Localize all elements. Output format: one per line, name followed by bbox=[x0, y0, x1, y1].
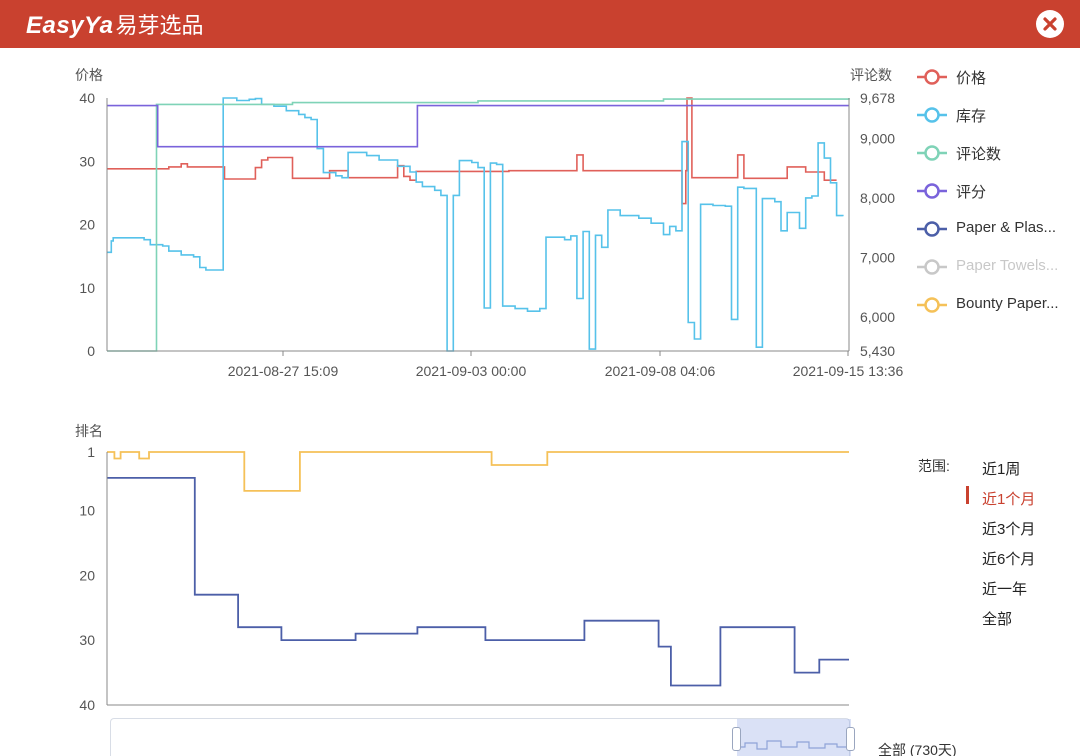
rank-line-bounty-paper bbox=[107, 451, 849, 492]
close-button[interactable] bbox=[1036, 10, 1064, 38]
close-circle-icon bbox=[1043, 17, 1057, 31]
y-right-tick-label: 6,000 bbox=[860, 309, 895, 325]
legend-item-库存[interactable]: 库存 bbox=[916, 98, 1080, 128]
data-zoom-slider[interactable] bbox=[110, 718, 855, 756]
x-tick-label: 2021-09-03 00:00 bbox=[416, 363, 527, 379]
series-line-评分 bbox=[107, 104, 849, 148]
series-line-价格 bbox=[107, 97, 837, 205]
time-range-selector: 范围: 近1周近1个月近3个月近6个月近一年全部 bbox=[916, 450, 1076, 640]
legend-item-paper-plas[interactable]: Paper & Plas... bbox=[916, 212, 1080, 242]
legend-label: Paper & Plas... bbox=[956, 219, 1057, 236]
y-left-tick-label: 10 bbox=[79, 280, 95, 296]
legend-item-bounty-paper[interactable]: Bounty Paper... bbox=[916, 288, 1080, 318]
rank-tick-label: 20 bbox=[79, 567, 95, 583]
range-option-label: 近1个月 bbox=[982, 491, 1036, 508]
rank-tick-label: 10 bbox=[79, 502, 95, 518]
legend-circle-icon bbox=[917, 145, 947, 161]
rank-line-paper-plas bbox=[107, 477, 849, 687]
legend-label: 价格 bbox=[956, 70, 987, 87]
logo-en: EasyYa bbox=[26, 12, 114, 39]
range-option-label: 近一年 bbox=[982, 581, 1028, 598]
slider-handle-left[interactable] bbox=[732, 727, 741, 751]
x-tick-label: 2021-08-27 15:09 bbox=[228, 363, 339, 379]
y-left-tick-label: 40 bbox=[79, 90, 95, 106]
slider-handle-right[interactable] bbox=[846, 727, 855, 751]
y-right-tick-label: 9,000 bbox=[860, 130, 895, 146]
legend-label: Bounty Paper... bbox=[956, 295, 1059, 312]
y-right-tick-label: 9,678 bbox=[860, 90, 895, 106]
y-left-tick-label: 30 bbox=[79, 153, 95, 169]
legend-label: Paper Towels... bbox=[956, 257, 1059, 274]
legend-item-价格[interactable]: 价格 bbox=[916, 60, 1080, 90]
slider-preview bbox=[737, 740, 851, 750]
y-left-tick-label: 0 bbox=[87, 343, 95, 359]
legend-circle-icon bbox=[917, 297, 947, 313]
range-option[interactable]: 近1个月 bbox=[966, 480, 1066, 508]
legend-item-评分[interactable]: 评分 bbox=[916, 174, 1080, 204]
legend-label: 评论数 bbox=[956, 146, 1002, 163]
slider-range-label: 全部 (730天) bbox=[878, 742, 957, 756]
logo-zh: 易芽选品 bbox=[115, 13, 204, 38]
legend-circle-icon bbox=[917, 221, 947, 237]
y-axis-left-label: 价格 bbox=[75, 67, 103, 83]
range-title: 范围: bbox=[918, 458, 950, 474]
range-option[interactable]: 近6个月 bbox=[966, 540, 1066, 568]
legend-circle-icon bbox=[917, 69, 947, 85]
range-option[interactable]: 近3个月 bbox=[966, 510, 1066, 538]
legend-circle-icon bbox=[917, 259, 947, 275]
slider-selection[interactable] bbox=[737, 719, 851, 756]
rank-chart: 排名 1 10 20 30 40 bbox=[75, 423, 849, 710]
legend-circle-icon bbox=[917, 183, 947, 199]
range-option[interactable]: 近一年 bbox=[966, 570, 1066, 598]
rank-tick-label: 30 bbox=[79, 632, 95, 648]
legend-label: 评分 bbox=[956, 184, 987, 201]
y-right-tick-label: 5,430 bbox=[860, 343, 895, 359]
title-bar: EasyYa易芽选品 bbox=[0, 0, 1080, 48]
range-option[interactable]: 近1周 bbox=[966, 450, 1066, 478]
legend-item-评论数[interactable]: 评论数 bbox=[916, 136, 1080, 166]
y-right-tick-label: 7,000 bbox=[860, 249, 895, 265]
range-option-label: 近6个月 bbox=[982, 551, 1036, 568]
active-indicator bbox=[966, 486, 969, 504]
range-option-label: 近1周 bbox=[982, 461, 1021, 478]
range-option[interactable]: 全部 bbox=[966, 600, 1066, 628]
x-tick-label: 2021-09-08 04:06 bbox=[605, 363, 716, 379]
rank-tick-label: 1 bbox=[87, 444, 95, 460]
legend-label: 库存 bbox=[956, 108, 987, 125]
y-left-tick-label: 20 bbox=[79, 217, 95, 233]
y-axis-right-label: 评论数 bbox=[850, 67, 892, 83]
x-tick-label: 2021-09-15 13:36 bbox=[793, 363, 904, 379]
price-stock-chart: 价格 评论数 0 10 20 30 40 5,430 6,000 7,000 8,000 9,0… bbox=[75, 67, 904, 379]
legend-circle-icon bbox=[917, 107, 947, 123]
logo: EasyYa易芽选品 bbox=[26, 8, 204, 40]
range-option-label: 全部 bbox=[982, 611, 1013, 628]
y-right-tick-label: 8,000 bbox=[860, 190, 895, 206]
rank-axis-label: 排名 bbox=[75, 423, 103, 439]
series-line-库存 bbox=[107, 97, 844, 352]
range-option-label: 近3个月 bbox=[982, 521, 1036, 538]
rank-tick-label: 40 bbox=[79, 697, 95, 710]
legend-item-paper-towels[interactable]: Paper Towels... bbox=[916, 250, 1080, 280]
